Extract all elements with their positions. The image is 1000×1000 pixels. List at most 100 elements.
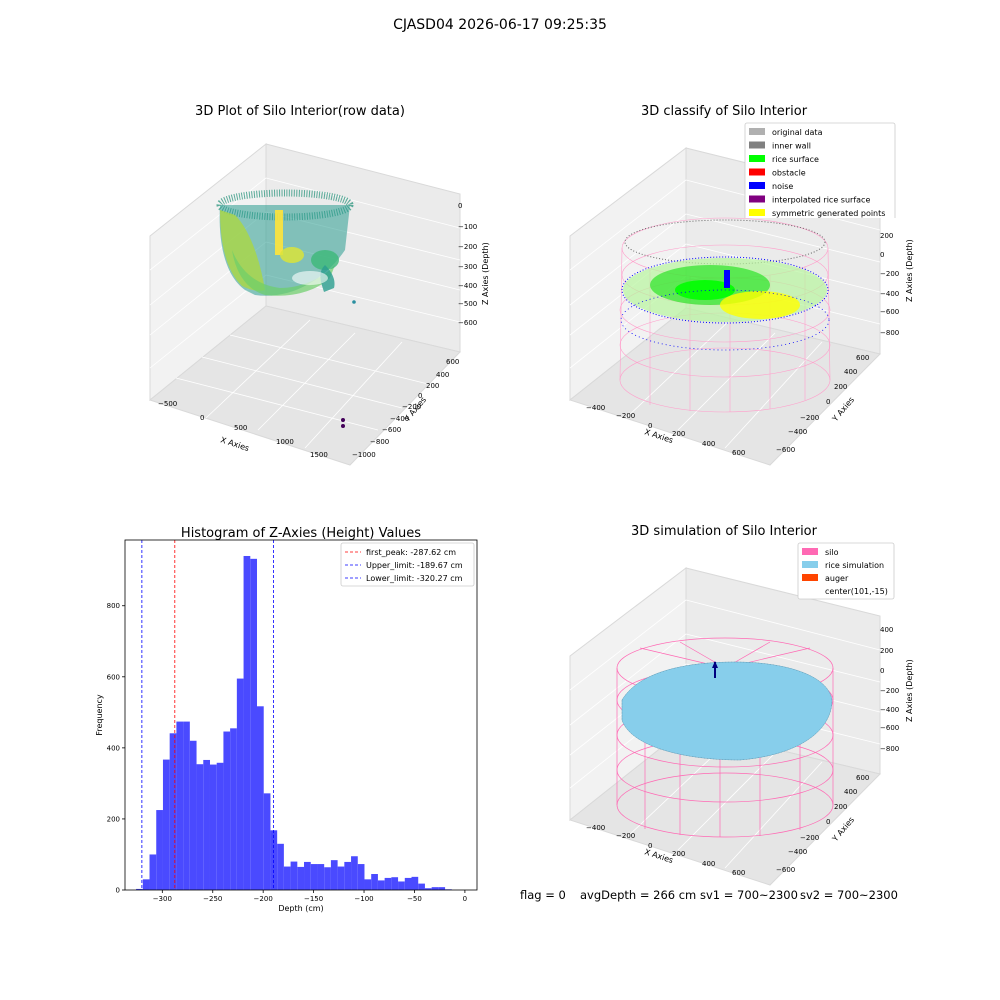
histogram-x-tick-label: 0 <box>463 895 467 903</box>
plot2-legend-label: obstacle <box>772 169 806 178</box>
plot2-y-tick: 600 <box>856 354 869 362</box>
histogram-x-tick-label: −300 <box>153 895 172 903</box>
plot2-z-tick: −600 <box>880 308 899 316</box>
plot4-legend-swatch <box>802 574 818 581</box>
plot2-legend-label: noise <box>772 182 793 191</box>
plot4-x-tick: −200 <box>616 832 635 840</box>
histogram-bar <box>183 721 190 890</box>
plot4-x-tick: −400 <box>586 824 605 832</box>
histogram-y-tick-label: 400 <box>107 744 120 752</box>
plot2-z-label: Z Axies (Depth) <box>905 239 914 302</box>
plot4-legend: silo rice simulation auger center(101,-15) <box>797 542 895 600</box>
histogram-bar <box>216 762 224 890</box>
plot4-y-tick: 200 <box>834 803 847 811</box>
plot4-legend-label: rice simulation <box>825 561 884 570</box>
histogram-bar <box>223 731 231 890</box>
plot1-x-tick: 500 <box>234 424 247 432</box>
histogram-bar <box>330 860 338 890</box>
plot1-z-tick: 0 <box>458 202 462 210</box>
plot1-y-tick: 0 <box>418 392 422 400</box>
plot2-pane-floor <box>568 307 881 466</box>
plot4-pane-floor <box>568 727 881 886</box>
plot1-x-tick: 1500 <box>310 451 328 459</box>
histogram-x-label: Depth (cm) <box>278 904 323 913</box>
plot1-y-tick: 400 <box>436 371 449 379</box>
plot4-y-tick: 0 <box>826 818 830 826</box>
histogram-bar <box>250 558 258 890</box>
histogram-bar <box>431 887 439 890</box>
plot2-x-tick: −200 <box>616 412 635 420</box>
histogram-frame <box>124 539 478 891</box>
histogram-bar <box>196 764 204 890</box>
plot4-z-tick: −200 <box>880 687 899 695</box>
histogram-bar <box>243 555 251 890</box>
plot2-legend-box <box>744 122 896 218</box>
plot4-x-tick: 400 <box>702 860 715 868</box>
histogram-bar <box>169 733 177 890</box>
plot2-z-tick: −200 <box>880 270 899 278</box>
avg-depth-text: avgDepth = 266 cm <box>580 888 697 902</box>
plot2-x-tick: −400 <box>586 404 605 412</box>
plot1-pane-floor <box>148 305 461 466</box>
histogram-bar <box>391 877 399 890</box>
plot1-x-tick: 0 <box>200 414 204 422</box>
histogram-bar <box>357 864 365 890</box>
plot2-legend-swatch <box>749 195 765 203</box>
histogram-bar <box>203 759 210 890</box>
plot2-legend-label: symmetric generated points <box>772 209 885 218</box>
plot2-z-tick: 0 <box>880 251 884 259</box>
histogram-bar <box>209 764 217 890</box>
histogram-x-tick-label: −250 <box>203 895 222 903</box>
histogram-bar <box>438 887 446 890</box>
plot1-z-tick: −100 <box>458 223 477 231</box>
plot2-x-tick: 0 <box>648 422 652 430</box>
histogram-bar <box>257 706 264 890</box>
plot1-x-tick: 1000 <box>276 438 294 446</box>
histogram-bar <box>189 740 197 890</box>
histogram-x-tick-label: −150 <box>304 895 323 903</box>
plot4-z-tick: 400 <box>880 626 893 634</box>
histogram: Histogram of Z-Axies (Height) Values −30… <box>95 526 478 913</box>
histogram-y-tick-label: 600 <box>107 673 120 681</box>
histogram-bars <box>136 555 452 890</box>
histogram-bar <box>337 866 345 890</box>
histogram-x-tick-label: −50 <box>407 895 422 903</box>
plot4-z-tick: 0 <box>880 667 884 675</box>
plot2-legend-swatch <box>749 155 765 162</box>
histogram-x-ticks: −300 −250 −200 −150 −100 −50 0 <box>153 890 467 903</box>
plot1-z-tick: −300 <box>458 263 477 271</box>
histogram-bar <box>277 843 284 890</box>
plot2-legend-label: inner wall <box>772 142 811 151</box>
plot1-y-tick: −600 <box>382 426 401 434</box>
plot4-legend-box <box>797 542 895 600</box>
plot4-y-tick: −200 <box>800 834 819 842</box>
plot1-y-tick: −800 <box>370 438 389 446</box>
histogram-y-ticks: 0 200 400 600 800 <box>107 602 125 895</box>
histogram-bar <box>304 861 311 890</box>
histogram-title: Histogram of Z-Axies (Height) Values <box>181 526 421 541</box>
plot2-y-tick: 400 <box>844 368 857 376</box>
sv1-text: sv1 = 700~2300 <box>700 888 798 902</box>
plot4-z-tick: −600 <box>880 724 899 732</box>
plot2-x-tick: 600 <box>732 449 745 457</box>
histogram-bar <box>263 793 271 890</box>
histogram-bar <box>424 888 432 890</box>
sv2-text: sv2 = 700~2300 <box>800 888 898 902</box>
figure-title: CJASD04 2026-06-17 09:25:35 <box>393 17 607 33</box>
plot2-z-tick: −800 <box>880 329 899 337</box>
plot2-legend-label: interpolated rice surface <box>772 196 870 205</box>
plot1-z-tick: −500 <box>458 300 477 308</box>
histogram-bar <box>142 879 150 890</box>
histogram-y-label: Frequency <box>95 694 104 736</box>
histogram-bar <box>283 866 291 890</box>
histogram-x-tick-label: −100 <box>354 895 373 903</box>
histogram-bar <box>384 877 392 890</box>
plot2-legend-swatch <box>749 168 765 176</box>
histogram-bar <box>411 876 419 890</box>
plot4-legend-swatch <box>802 548 818 555</box>
histogram-bar <box>351 856 358 890</box>
plot2-legend-label: original data <box>772 128 823 137</box>
plot1-z-tick: −600 <box>458 319 477 327</box>
histogram-bar <box>236 678 244 890</box>
histogram-bar <box>371 874 378 890</box>
